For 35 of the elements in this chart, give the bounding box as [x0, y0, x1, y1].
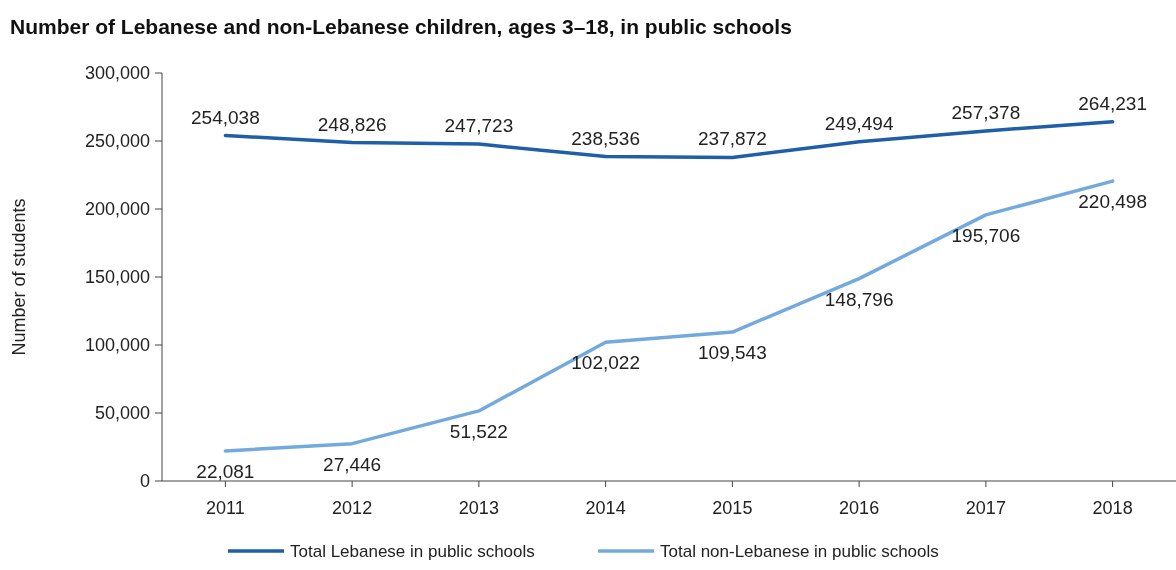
legend-label: Total non-Lebanese in public schools [660, 542, 939, 561]
data-label: 102,022 [571, 352, 640, 374]
data-label: 148,796 [824, 288, 894, 310]
data-label: 238,536 [571, 127, 640, 149]
x-tick-label: 2013 [458, 498, 499, 518]
data-label: 249,494 [824, 112, 894, 134]
data-label: 220,498 [1078, 191, 1147, 213]
y-tick-label: 150,000 [84, 267, 150, 287]
y-tick-label: 200,000 [84, 199, 150, 219]
x-tick-label: 2014 [585, 498, 626, 518]
data-label: 27,446 [323, 453, 382, 475]
y-tick-label: 300,000 [84, 63, 150, 83]
data-label: 264,231 [1078, 92, 1147, 114]
y-tick-label: 250,000 [84, 131, 150, 151]
data-label: 195,706 [951, 224, 1021, 246]
legend-label: Total Lebanese in public schools [290, 542, 535, 561]
x-tick-label: 2018 [1092, 498, 1133, 518]
data-label: 248,826 [317, 113, 387, 135]
y-tick-label: 100,000 [84, 335, 150, 355]
data-label: 254,038 [191, 106, 260, 128]
data-label: 51,522 [449, 420, 508, 442]
chart-title: Number of Lebanese and non-Lebanese children, ages 3–18, in public schools [10, 15, 792, 38]
data-label: 247,723 [444, 115, 514, 137]
data-label: 22,081 [196, 460, 255, 482]
x-tick-label: 2016 [839, 498, 880, 518]
data-label: 237,872 [698, 128, 767, 150]
y-tick-label: 0 [139, 471, 150, 491]
y-tick-label: 50,000 [94, 403, 150, 423]
x-tick-label: 2017 [965, 498, 1006, 518]
y-axis-title: Number of students [9, 198, 29, 356]
x-tick-label: 2015 [712, 498, 753, 518]
x-tick-label: 2012 [332, 498, 373, 518]
data-label: 109,543 [698, 342, 767, 364]
x-tick-label: 2011 [206, 498, 245, 518]
data-label: 257,378 [951, 101, 1021, 123]
